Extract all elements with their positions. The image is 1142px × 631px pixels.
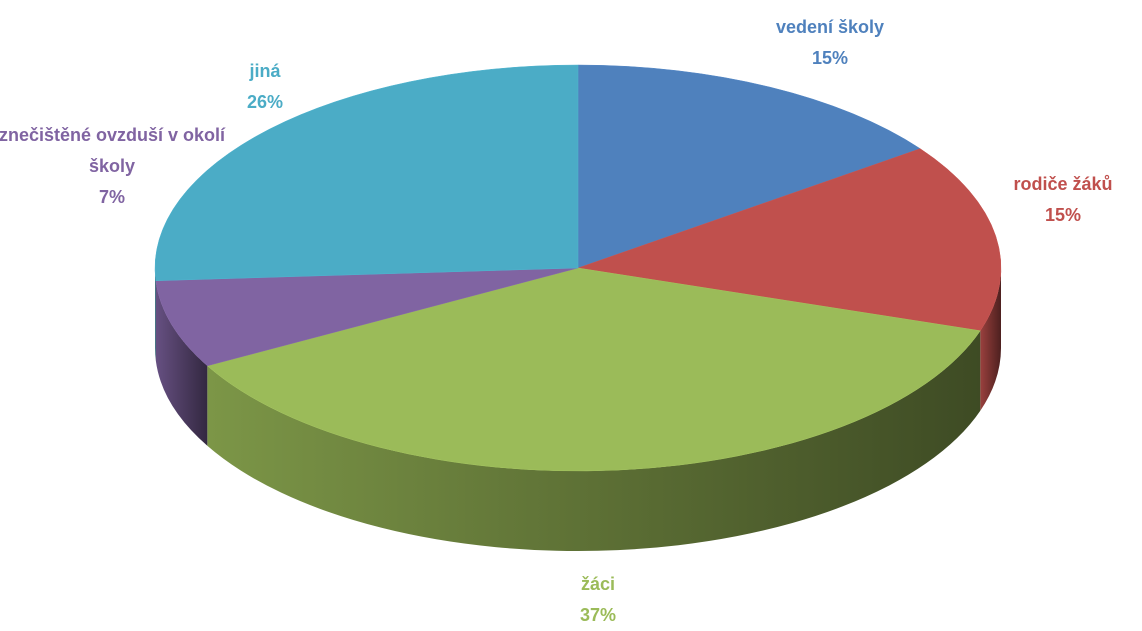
value-label: 15% <box>811 48 849 68</box>
data-label: žáci 37% <box>580 569 616 631</box>
value-label: 26% <box>246 92 284 112</box>
data-label: rodiče žáků 15% <box>1013 169 1112 231</box>
value-label: 7% <box>98 187 125 207</box>
slice <box>577 148 1002 332</box>
slice-side <box>207 330 981 552</box>
value-label: 37% <box>579 605 617 625</box>
category-label: žáci <box>580 574 616 594</box>
data-label: vedení školy 15% <box>776 12 884 74</box>
slice <box>155 267 579 367</box>
category-label: jiná <box>249 61 281 81</box>
data-label: znečištěné ovzduší v okolí školy 7% <box>0 120 227 213</box>
category-label: vedení školy <box>775 17 885 37</box>
slice-side <box>155 280 208 446</box>
category-label: rodiče žáků <box>1013 174 1113 194</box>
slice-side <box>154 268 156 361</box>
slice <box>154 64 579 282</box>
slice-side <box>980 268 1001 411</box>
slice <box>577 64 921 269</box>
value-label: 15% <box>1044 205 1082 225</box>
data-label: jiná 26% <box>247 56 283 118</box>
category-label: znečištěné ovzduší v okolí školy <box>0 125 226 176</box>
slice <box>206 267 981 472</box>
